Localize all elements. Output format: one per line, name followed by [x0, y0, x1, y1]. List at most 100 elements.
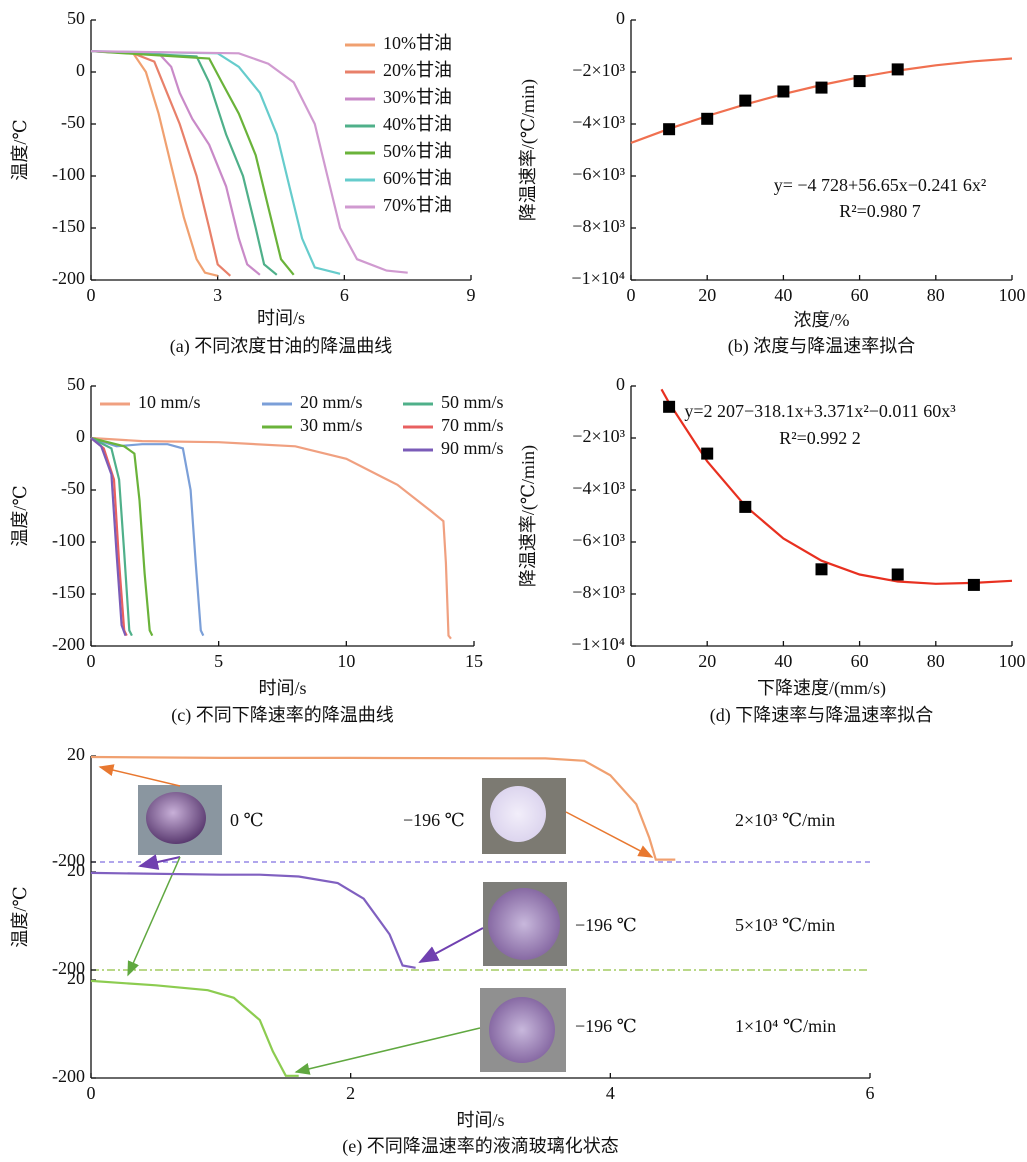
annotation: −196 ℃	[575, 915, 637, 935]
point	[891, 568, 904, 581]
x-tick-label: 80	[927, 285, 945, 305]
legend-label: 40%甘油	[383, 114, 452, 134]
y-tick-label: 0	[76, 60, 85, 80]
line	[90, 436, 154, 637]
line	[90, 755, 676, 861]
x-tick-label: 6	[866, 1083, 875, 1103]
y-tick-label: -150	[52, 216, 85, 236]
y-tick-label: −1×10⁴	[571, 268, 625, 288]
point	[701, 112, 714, 125]
y-tick-label: −4×10³	[572, 478, 625, 498]
y-tick-label: -200	[52, 850, 85, 870]
legend-label: 60%甘油	[383, 168, 452, 188]
legend-label: 20 mm/s	[300, 392, 363, 412]
x-tick-label: 0	[627, 651, 636, 671]
arrow	[565, 811, 654, 858]
x-tick-label: 0	[87, 285, 96, 305]
y-tick-label: 50	[67, 374, 85, 394]
y-axis-label: 降温速率/(℃/min)	[518, 445, 539, 587]
x-tick-label: 9	[467, 285, 476, 305]
arrow	[294, 1027, 481, 1075]
x-tick-label: 60	[851, 651, 869, 671]
legend-label: 50%甘油	[383, 141, 452, 161]
line	[90, 50, 232, 277]
caption: (d) 下降速率与降温速率拟合	[710, 705, 934, 726]
y-tick-label: −4×10³	[572, 112, 625, 132]
y-tick-label: -150	[52, 582, 85, 602]
caption: (e) 不同降温速率的液滴玻璃化状态	[342, 1136, 618, 1157]
annotation: y=2 207−318.1x+3.371x²−0.011 60x³	[684, 401, 956, 421]
annotation: 2×10³ ℃/min	[735, 810, 835, 830]
arrow	[98, 764, 181, 787]
x-tick-label: 100	[999, 651, 1026, 671]
annotation: −196 ℃	[575, 1016, 637, 1036]
line	[90, 50, 341, 275]
x-tick-label: 15	[465, 651, 483, 671]
annotation: 5×10³ ℃/min	[735, 915, 835, 935]
y-tick-label: 20	[67, 968, 85, 988]
point	[815, 563, 828, 576]
arrow	[127, 856, 181, 977]
point	[853, 75, 866, 88]
y-tick-label: −2×10³	[572, 60, 625, 80]
x-axis-label: 浓度/%	[794, 310, 850, 330]
x-tick-label: 60	[851, 285, 869, 305]
x-tick-label: 4	[606, 1083, 615, 1103]
y-tick-label: 20	[67, 744, 85, 764]
legend-label: 90 mm/s	[441, 438, 504, 458]
point	[739, 500, 752, 513]
point	[663, 400, 676, 413]
point	[663, 123, 676, 136]
fit-line	[630, 57, 1013, 144]
x-tick-label: 20	[698, 285, 716, 305]
y-tick-label: -200	[52, 634, 85, 654]
legend-label: 70%甘油	[383, 195, 452, 215]
y-tick-label: −6×10³	[572, 164, 625, 184]
y-tick-label: -50	[61, 478, 85, 498]
arrow	[138, 854, 181, 870]
y-tick-label: -50	[61, 112, 85, 132]
y-tick-label: -200	[52, 1066, 85, 1086]
y-tick-label: -100	[52, 530, 85, 550]
annotation: R²=0.992 2	[779, 428, 861, 448]
point	[815, 81, 828, 94]
line	[90, 50, 218, 277]
x-tick-label: 10	[337, 651, 355, 671]
line	[90, 50, 295, 276]
x-axis-label: 下降速度/(mm/s)	[757, 678, 886, 699]
x-tick-label: 40	[774, 651, 792, 671]
y-tick-label: −6×10³	[572, 530, 625, 550]
x-tick-label: 3	[213, 285, 222, 305]
y-tick-label: 0	[616, 8, 625, 28]
line	[90, 50, 408, 274]
y-tick-label: -200	[52, 958, 85, 978]
legend-label: 20%甘油	[383, 60, 452, 80]
line	[90, 979, 299, 1077]
x-axis-label: 时间/s	[258, 678, 306, 698]
x-tick-label: 5	[214, 651, 223, 671]
legend-label: 50 mm/s	[441, 392, 504, 412]
y-tick-label: 0	[616, 374, 625, 394]
droplet	[146, 792, 206, 844]
y-axis-label: 降温速率/(℃/min)	[518, 79, 539, 221]
x-tick-label: 20	[698, 651, 716, 671]
point	[891, 63, 904, 76]
droplet	[488, 888, 560, 960]
x-axis-label: 时间/s	[257, 308, 305, 328]
point	[777, 85, 790, 98]
legend-label: 30 mm/s	[300, 415, 363, 435]
legend-label: 30%甘油	[383, 87, 452, 107]
legend-label: 10%甘油	[383, 33, 452, 53]
droplet	[489, 997, 555, 1063]
line	[90, 50, 278, 276]
x-tick-label: 0	[87, 1083, 96, 1103]
x-tick-label: 80	[927, 651, 945, 671]
x-tick-label: 40	[774, 285, 792, 305]
line	[90, 50, 261, 276]
panel-e-decor	[91, 764, 870, 1075]
y-tick-label: 0	[76, 426, 85, 446]
x-tick-label: 0	[87, 651, 96, 671]
point	[701, 447, 714, 460]
caption: (b) 浓度与降温速率拟合	[728, 336, 916, 357]
x-tick-label: 6	[340, 285, 349, 305]
